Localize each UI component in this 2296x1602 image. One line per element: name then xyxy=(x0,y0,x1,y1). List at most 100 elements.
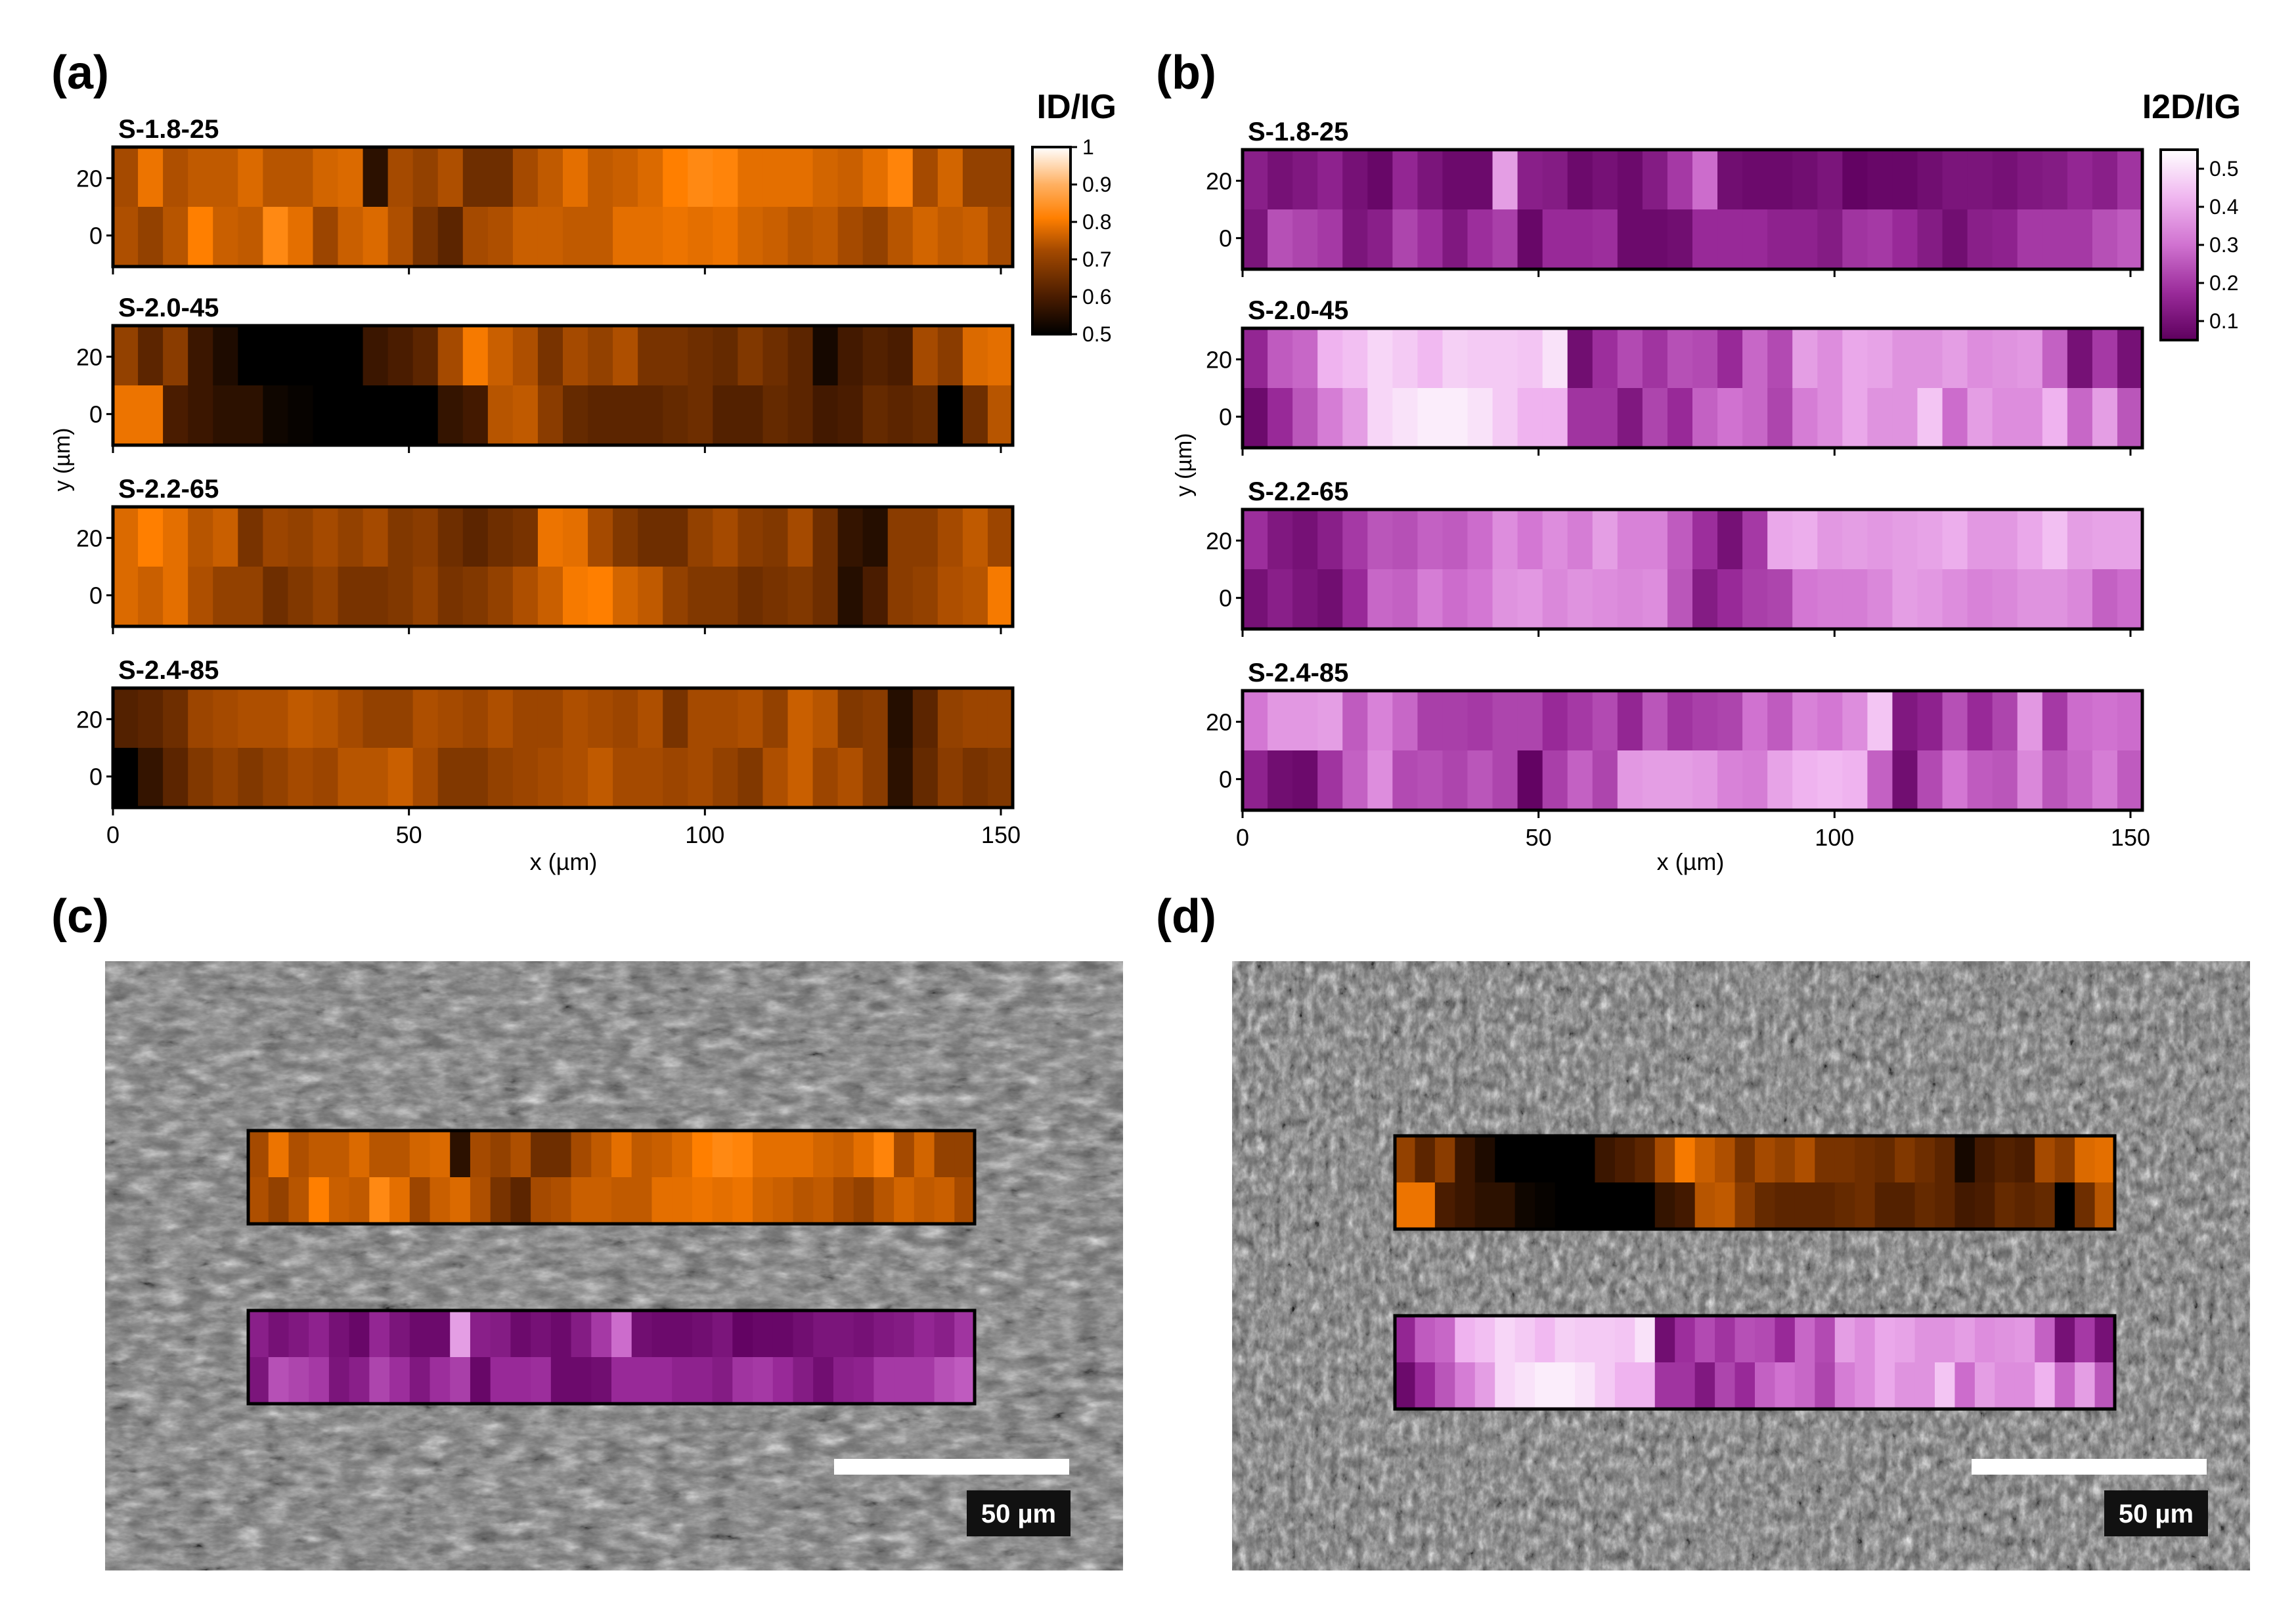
panel-a-heatmap-cell xyxy=(862,385,889,446)
panel-c-overlay-i2d-ig-cell xyxy=(611,1357,632,1404)
panel-a-heatmap-cell xyxy=(313,147,339,207)
panel-b-i2d-ig-maps: I2D/IG y (µm) x (µm) S-1.8-25200S-2.0-45… xyxy=(1172,88,2241,875)
panel-b-heatmap-cell xyxy=(1542,750,1568,811)
panel-b-heatmap-frame xyxy=(1241,689,2144,812)
panel-a-heatmap-cell xyxy=(762,748,789,808)
panel-b-heatmap-cell xyxy=(1692,388,1718,448)
panel-c-overlay-id-ig-cell xyxy=(531,1131,552,1178)
panel-a-heatmap-cell xyxy=(412,567,439,627)
panel-d-overlay-i2d-ig-cell xyxy=(1974,1362,1995,1410)
panel-a-heatmap-cell xyxy=(412,207,439,267)
panel-c-overlay-i2d-ig-cell xyxy=(349,1357,370,1404)
panel-b-heatmap-cell xyxy=(2042,509,2068,570)
panel-d-overlay-id-ig-cell xyxy=(1614,1182,1635,1230)
panel-b-heatmap-cell xyxy=(1442,509,1468,570)
panel-a-heatmap-cell xyxy=(812,326,839,386)
panel-a-heatmap-cell xyxy=(563,688,588,748)
panel-b-heatmap-cell xyxy=(2067,150,2093,210)
panel-b-heatmap-cell xyxy=(1892,328,1918,389)
panel-b-heatmap-frame xyxy=(1241,326,2144,450)
panel-c-overlay-id-ig-cell xyxy=(873,1131,894,1178)
panel-a-heatmap-cell xyxy=(613,567,638,627)
panel-c-overlay-id-ig-cell xyxy=(692,1131,713,1178)
panel-a-heatmap-cell xyxy=(188,688,213,748)
panel-d-overlay-i2d-ig-cell xyxy=(1415,1316,1436,1363)
panel-b-heatmap-cell xyxy=(1842,388,1868,448)
panel-a-heatmap-cell xyxy=(487,507,514,567)
panel-label-b: (b) xyxy=(1156,47,1216,99)
panel-b-heatmap-cell xyxy=(1467,388,1493,448)
panel-b-heatmap-cell xyxy=(1992,691,2018,751)
panel-c-overlay-i2d-ig-cell xyxy=(651,1310,673,1358)
panel-a-heatmap-cell xyxy=(537,507,563,567)
panel-c-overlay-i2d-ig-cell xyxy=(490,1357,511,1404)
colorbar-b xyxy=(2159,148,2199,341)
panel-b-heatmap-cell xyxy=(1292,750,1318,811)
panel-b-heatmap-cell xyxy=(1442,150,1468,210)
panel-b-heatmap-cell xyxy=(1642,750,1668,811)
panel-a-heatmap-cell xyxy=(762,507,789,567)
panel-d-overlay-id-ig-cell xyxy=(1535,1136,1556,1183)
panel-a-heatmap-cell xyxy=(738,147,764,207)
colorbar-tick-label: 0.5 xyxy=(1082,322,1111,346)
colorbar-tick-label: 0.1 xyxy=(2209,309,2238,333)
panel-a-heatmap-cell xyxy=(787,688,814,748)
panel-d-overlay-i2d-ig-cell xyxy=(2035,1362,2056,1410)
panel-b-heatmap-cell xyxy=(1667,509,1693,570)
panel-b-heatmap-cell xyxy=(1792,150,1818,210)
panel-a-map-3: S-2.2-65 20 0 xyxy=(76,475,1015,634)
panel-a-heatmap-cell xyxy=(263,507,288,567)
panel-d-overlay-i2d-ig-cell xyxy=(1755,1362,1776,1410)
scale-bar-label-bg-c xyxy=(967,1490,1071,1536)
panel-a-heatmap-cell xyxy=(188,567,213,627)
panel-d-overlay-id-ig-cell xyxy=(1815,1182,1836,1230)
panel-a-heatmap-cell xyxy=(437,207,464,267)
panel-d-overlay-id-ig-cell xyxy=(1474,1136,1495,1183)
panel-d-overlay-i2d-ig-cell xyxy=(1555,1362,1576,1410)
panel-a-heatmap-cell xyxy=(188,326,213,386)
panel-a-heatmap-cell xyxy=(937,385,963,446)
panel-a-heatmap-cell xyxy=(288,385,314,446)
panel-d-overlay-id-ig-cell xyxy=(1855,1136,1876,1183)
panel-a-y-tick-label: 0 xyxy=(89,764,102,790)
colorbar-ticks-a: 0.5 0.6 0.7 0.8 0.9 1 xyxy=(1071,135,1111,346)
panel-a-heatmap-cell xyxy=(462,385,489,446)
colorbar-tick-label: 0.7 xyxy=(1082,248,1111,271)
panel-a-heatmap-cell xyxy=(263,385,288,446)
panel-c-overlay-i2d-ig-cell xyxy=(470,1357,491,1404)
panel-c-overlay-i2d-ig-cell xyxy=(309,1310,330,1358)
panel-a-heatmap-cell xyxy=(962,385,988,446)
panel-label-c: (c) xyxy=(51,890,109,943)
panel-a-heatmap-cell xyxy=(512,507,539,567)
panel-d-overlay-id-ig-cell xyxy=(1635,1182,1656,1230)
panel-c-overlay-i2d-ig-cell xyxy=(288,1310,309,1358)
panel-d-overlay-id-ig-cell xyxy=(1575,1182,1596,1230)
panel-b-heatmap-cell xyxy=(1842,691,1868,751)
panel-b-heatmap-cell xyxy=(1367,209,1393,270)
panel-b-y-tick-label: 20 xyxy=(1206,346,1232,373)
panel-b-heatmap-cell xyxy=(2017,209,2043,270)
panel-b-heatmap-cell xyxy=(1617,388,1643,448)
panel-a-heatmap-cell xyxy=(537,385,563,446)
panel-a-heatmap-cell xyxy=(412,147,439,207)
panel-a-heatmap-cell xyxy=(638,326,663,386)
panel-b-heatmap-cell xyxy=(1717,150,1743,210)
panel-c-overlay-id-ig-cell xyxy=(894,1131,915,1178)
panel-a-heatmap-cell xyxy=(487,207,514,267)
panel-c-overlay-id-ig-frame xyxy=(246,1129,977,1226)
panel-b-heatmap-cell xyxy=(1967,209,1993,270)
panel-c-overlay-id-ig-cell xyxy=(712,1131,733,1178)
panel-a-heatmap-cell xyxy=(738,748,764,808)
panel-d-overlay-id-ig-cell xyxy=(1914,1182,1935,1230)
panel-b-heatmap-cell xyxy=(1767,209,1793,270)
panel-c-overlay-i2d-ig-cell xyxy=(833,1357,854,1404)
panel-b-heatmap-cell xyxy=(1942,150,1968,210)
panel-a-heatmap-cell xyxy=(313,567,339,627)
panel-b-heatmap-cell xyxy=(1617,750,1643,811)
panel-c-overlay-id-ig-cell xyxy=(550,1131,572,1178)
panel-b-heatmap-cell xyxy=(1292,150,1318,210)
scale-bar-d xyxy=(1972,1459,2207,1475)
panel-b-heatmap-cell xyxy=(1792,569,1818,630)
panel-d-overlay-id-ig-cell xyxy=(1874,1136,1895,1183)
panel-a-heatmap-cell xyxy=(163,147,188,207)
